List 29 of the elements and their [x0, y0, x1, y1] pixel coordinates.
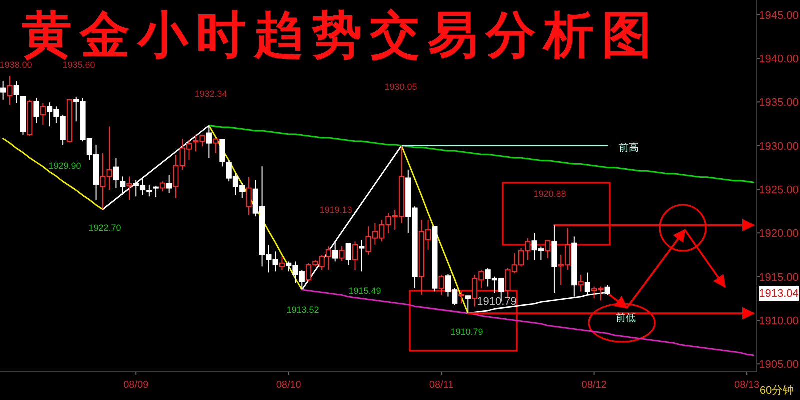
- series-label: 前高: [619, 142, 639, 154]
- y-tick-label: 1940.00: [759, 54, 799, 66]
- annotation: 1915.49: [348, 286, 382, 296]
- y-tick-label: 1920.00: [759, 228, 799, 240]
- annotation: 1910.79: [450, 327, 484, 337]
- y-tick-label: 1910.00: [759, 315, 799, 328]
- x-tick-label: 08/12: [582, 380, 608, 391]
- annotation: 1930.05: [384, 82, 418, 92]
- legend-label: 前低: [616, 312, 636, 324]
- x-tick-label: 08/11: [429, 380, 454, 391]
- text: 1913.04: [759, 288, 799, 300]
- annotation: 1913.52: [286, 305, 320, 315]
- annotation: 1938.00: [0, 60, 32, 70]
- y-tick-label: 1930.00: [759, 140, 799, 153]
- y-tick-label: 1945.00: [759, 10, 799, 22]
- annotation: 1919.13: [320, 205, 352, 215]
- x-tick-label: 08/13: [734, 380, 760, 391]
- y-tick-label: 1915.00: [759, 272, 799, 284]
- annotation: 1935.60: [62, 60, 96, 70]
- x-tick-label: 08/09: [124, 380, 150, 391]
- y-tick-label: 1935.00: [759, 97, 799, 110]
- annotation: 1920.88: [534, 189, 566, 199]
- annotation: 1922.70: [88, 223, 122, 233]
- y-tick-label: 1925.00: [759, 184, 799, 196]
- annotation: 1932.34: [194, 89, 228, 99]
- text: 60分钟: [760, 385, 794, 397]
- annotation: 1929.90: [48, 161, 82, 171]
- y-tick-label: 1905.00: [759, 359, 799, 372]
- x-tick-label: 08/10: [276, 380, 302, 391]
